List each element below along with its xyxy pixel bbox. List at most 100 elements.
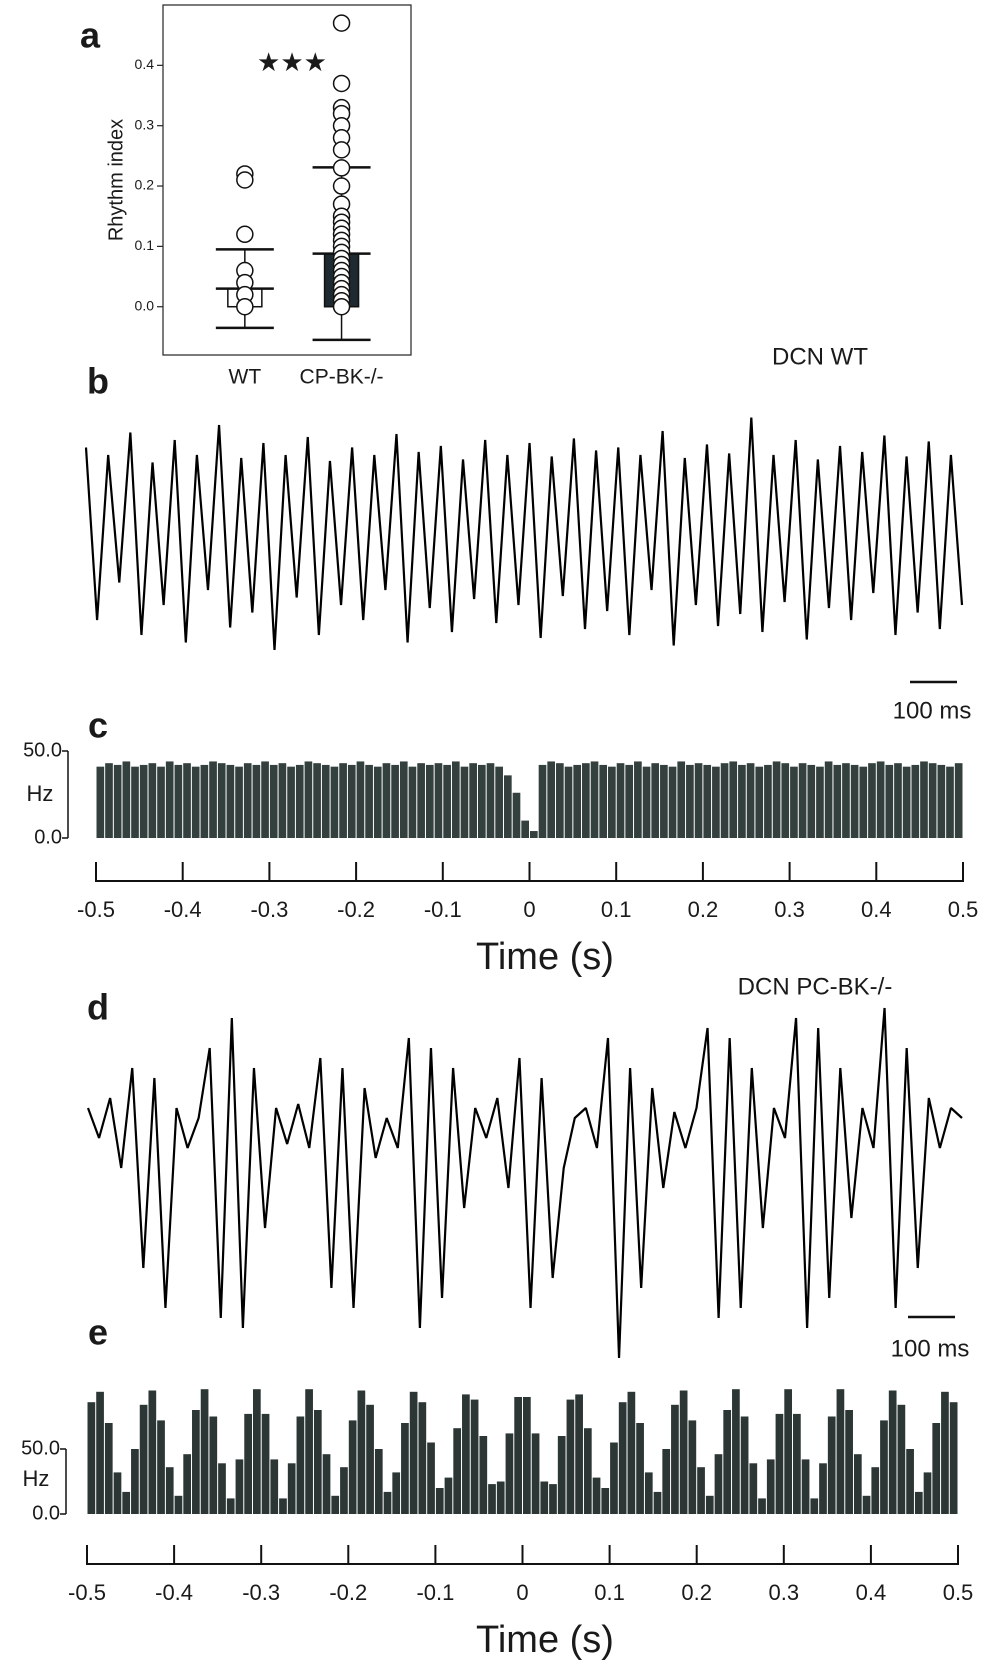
x-tick-label: -0.5 [68,1580,106,1605]
bar [859,766,868,838]
bar [627,1391,636,1514]
bar [618,1402,627,1514]
bar [226,1498,235,1514]
bar [906,1449,914,1514]
bar [417,763,425,838]
bar [382,763,391,838]
bar [469,763,477,838]
y-axis-label: Hz [23,1466,50,1491]
bar [514,1397,522,1514]
x-tick-label: 0.3 [774,897,805,922]
scale-bar-label: 100 ms [893,697,972,724]
y-tick-label: 0.2 [135,177,155,193]
bar [409,1391,418,1514]
data-point [236,225,254,244]
bar [356,761,365,838]
y-tick-label: 0.0 [32,1502,60,1524]
bar [496,1481,505,1514]
bar [547,761,556,838]
x-axis-label: Time (s) [476,1619,614,1661]
bar [662,1449,671,1514]
bar [592,1477,601,1514]
y-tick-label: 0.3 [135,116,155,132]
bar [443,764,451,838]
bar [784,1389,793,1514]
bar [853,1454,862,1514]
bar [339,763,347,838]
bar [131,1449,139,1514]
x-tick-label: 0.4 [856,1580,887,1605]
x-tick-label: 0 [523,897,535,922]
bar [720,763,729,838]
x-tick-label: -0.2 [329,1580,367,1605]
bar [348,1420,357,1514]
x-tick-label: 0.5 [948,897,979,922]
x-tick-label: -0.4 [164,897,202,922]
x-tick-label: 0.2 [681,1580,712,1605]
x-tick-label: WT [229,366,262,389]
y-axis-label: Rhythm index [105,119,127,241]
x-tick-label: 0.1 [601,897,632,922]
bar [697,1467,705,1514]
bar [642,766,651,838]
bar [183,1454,192,1514]
bar [679,1390,688,1514]
bar [113,764,122,838]
bar [451,761,460,838]
bar [540,1481,549,1514]
bar [677,761,686,838]
bar [732,1389,740,1514]
data-point [332,74,351,93]
bar [714,1454,723,1514]
bar [122,761,131,838]
bar [434,763,443,838]
x-tick-label: -0.1 [424,897,462,922]
x-tick-label: -0.3 [250,897,288,922]
x-tick-label: -0.5 [77,897,115,922]
bar [523,1397,531,1514]
bar [330,766,339,838]
bar [365,764,373,838]
panel-label: b [87,361,109,402]
data-point [332,159,351,177]
bar [399,761,408,838]
bar [157,766,165,838]
x-tick-label: 0.4 [861,897,892,922]
bar [625,764,634,838]
bar [305,1389,313,1514]
bar [932,1423,941,1514]
bar [392,1472,401,1514]
bar [616,763,625,838]
trace-title: DCN WT [772,343,868,370]
bar [651,763,660,838]
x-tick-label: -0.2 [337,897,375,922]
panel-label: d [87,987,109,1028]
bar [583,1428,592,1514]
bar [322,1454,331,1514]
bar [575,1394,583,1514]
bar [850,764,859,838]
bar [740,1416,749,1514]
bar [209,1416,218,1514]
bar [279,1498,287,1514]
bar [824,761,833,838]
bar [479,1436,488,1514]
bar [694,763,703,838]
bar [902,766,911,838]
bar [512,792,521,838]
x-tick-label: 0 [516,1580,528,1605]
bar [827,1416,836,1514]
bar [183,763,191,838]
y-tick-label: 0.0 [34,826,62,848]
bar [610,1442,618,1514]
bar [653,1491,662,1514]
bar [660,764,668,838]
bar [608,766,616,838]
bar [807,764,816,838]
bar [738,764,746,838]
bar [723,1410,732,1514]
y-axis-label: Hz [27,781,54,806]
bar [531,1433,540,1514]
bar [488,1484,496,1514]
bar [357,1390,366,1514]
